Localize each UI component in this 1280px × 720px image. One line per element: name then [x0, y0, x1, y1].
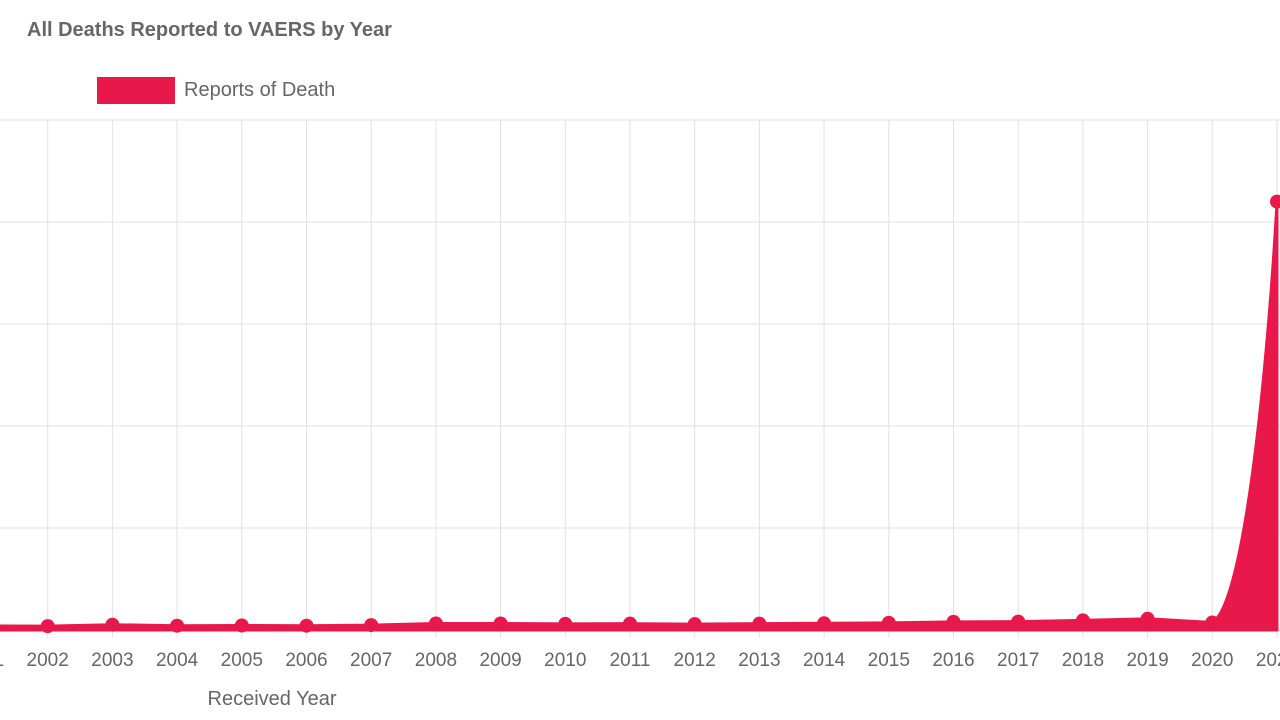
data-point-2006 [299, 618, 314, 633]
x-tick-label: 2005 [221, 650, 263, 671]
data-point-2004 [170, 618, 185, 633]
x-tick-label: 2016 [932, 650, 974, 671]
x-tick-label: 2021 [1256, 650, 1280, 671]
x-tick-label: 2011 [610, 650, 651, 671]
legend-label: Reports of Death [184, 78, 336, 101]
data-point-2015 [881, 615, 896, 630]
data-point-2018 [1075, 613, 1090, 628]
data-point-2019 [1140, 611, 1155, 626]
legend[interactable]: Reports of Death [97, 76, 335, 104]
x-tick-label: 2020 [1191, 650, 1233, 671]
data-point-2013 [752, 616, 767, 631]
data-point-2021 [1270, 194, 1280, 209]
x-tick-label: 2007 [350, 650, 392, 671]
x-tick-label: 2019 [1126, 650, 1168, 671]
data-point-2016 [946, 614, 961, 629]
data-point-2011 [623, 616, 637, 631]
data-point-2002 [40, 619, 55, 634]
x-tick-label: 2001 [0, 650, 4, 671]
x-tick-label: 2012 [674, 650, 716, 671]
data-point-2008 [428, 616, 443, 631]
x-axis-title: Received Year [208, 688, 337, 710]
data-point-2005 [234, 618, 249, 633]
x-tick-label: 2018 [1062, 650, 1104, 671]
x-tick-label: 2017 [997, 650, 1039, 671]
data-point-2010 [558, 616, 573, 631]
x-tick-label: 2010 [544, 650, 586, 671]
series-area-reports-of-death [0, 200, 1279, 632]
data-point-2012 [687, 617, 702, 632]
data-point-2014 [817, 616, 832, 631]
chart-title: All Deaths Reported to VAERS by Year [27, 19, 392, 41]
data-point-2003 [105, 617, 120, 632]
data-point-2007 [364, 618, 379, 633]
x-tick-label: 2006 [285, 650, 327, 671]
x-tick-label: 2004 [156, 650, 199, 671]
x-tick-label: 2003 [91, 650, 133, 671]
x-tick-label: 2013 [738, 650, 780, 671]
x-tick-label: 2008 [415, 650, 457, 671]
legend-swatch [97, 76, 175, 104]
data-point-2020 [1205, 615, 1220, 630]
data-point-2017 [1011, 614, 1026, 629]
x-tick-label: 2009 [479, 650, 521, 671]
data-point-2009 [493, 616, 508, 631]
x-tick-label: 2015 [868, 650, 910, 671]
x-tick-label: 2002 [27, 650, 69, 671]
x-tick-label: 2014 [803, 650, 846, 671]
